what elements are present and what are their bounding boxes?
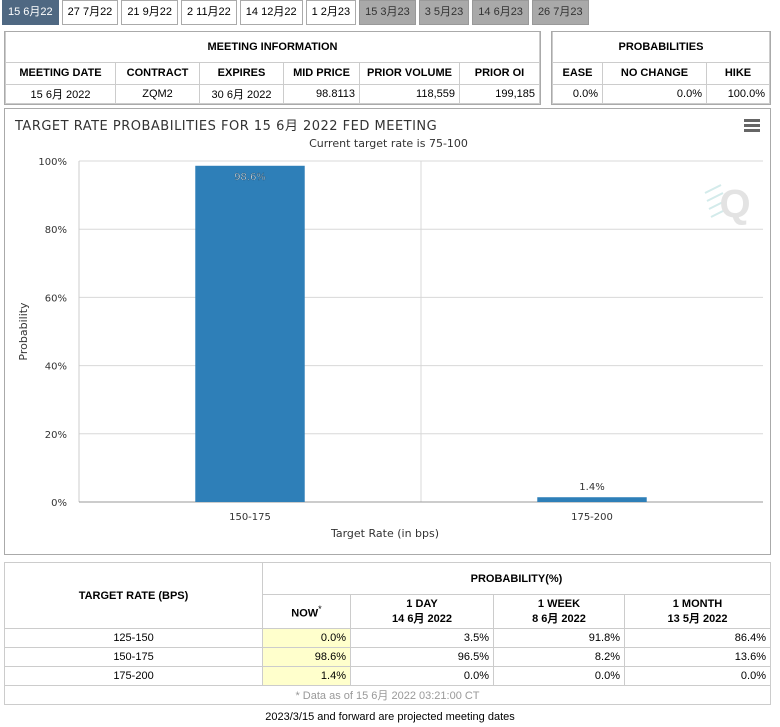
probability-header: PROBABILITY(%) [262,562,771,595]
rate-cell: 150-175 [4,647,263,667]
meeting-info-table: MEETING INFORMATION MEETING DATE CONTRAC… [5,32,540,104]
one-week-label: 1 WEEK [537,597,581,610]
x-tick-label: 150-175 [229,512,271,523]
chart-title: TARGET RATE PROBABILITIES FOR 15 6月 2022… [15,119,438,134]
one-day-header: 1 DAY 14 6月 2022 [350,594,494,629]
y-tick-label: 40% [45,362,67,373]
y-tick-label: 60% [45,293,67,304]
data-label: 1.4% [579,482,604,493]
week-cell: 0.0% [493,666,625,686]
watermark-stroke [708,200,726,210]
month-cell: 13.6% [624,647,771,667]
tab-meeting-0[interactable]: 15 6月22 [2,0,59,25]
day-cell: 96.5% [350,647,494,667]
x-axis-title: Target Rate (in bps) [330,527,439,540]
y-tick-label: 0% [51,498,67,509]
meeting-info-panel: MEETING INFORMATION MEETING DATE CONTRAC… [4,31,541,105]
ease-value: 0.0% [552,83,603,104]
col-expires: EXPIRES [199,61,284,85]
now-cell: 1.4% [262,666,351,686]
table-row: 150-175 98.6% 96.5% 8.2% 13.6% [4,647,771,667]
table-row: 125-150 0.0% 3.5% 91.8% 86.4% [4,628,771,648]
tab-meeting-7[interactable]: 3 5月23 [418,0,470,25]
tab-meeting-2[interactable]: 21 9月22 [121,0,178,25]
prior-oi-value: 199,185 [459,83,540,104]
rate-cell: 125-150 [4,628,263,648]
watermark-letter: Q [719,182,750,226]
tab-meeting-4[interactable]: 14 12月22 [239,0,303,25]
data-label: 98.6% [234,172,266,183]
y-tick-label: 80% [45,225,67,236]
col-hike: HIKE [706,61,770,85]
y-axis-title: Probability [17,302,30,361]
col-prior-volume: PRIOR VOLUME [359,61,460,85]
col-no-change: NO CHANGE [602,61,707,85]
tab-meeting-3[interactable]: 2 11月22 [180,0,237,25]
chart-panel: 0% 20% 40% 60% 80% 100% 98.6% 150-175 1.4% 175-20… [4,108,771,555]
prior-volume-value: 118,559 [359,83,460,104]
watermark-stroke [710,208,728,218]
probabilities-title: PROBABILITIES [552,32,770,63]
chart-menu-icon[interactable] [744,119,760,133]
target-rate-header: TARGET RATE (BPS) [4,562,263,629]
one-month-header: 1 MONTH 13 5月 2022 [624,594,771,629]
probability-history-panel: TARGET RATE (BPS) PROBABILITY(%) NOW* 1 … [4,562,771,705]
now-cell: 0.0% [262,628,351,648]
table-row: 175-200 1.4% 0.0% 0.0% 0.0% [4,666,771,686]
now-label: NOW [291,607,319,620]
probabilities-panel: PROBABILITIES EASE NO CHANGE HIKE 0.0% 0… [551,31,771,105]
y-tick-label: 20% [45,430,67,441]
tab-meeting-6[interactable]: 15 3月23 [359,0,416,25]
rate-cell: 175-200 [4,666,263,686]
meeting-date-value: 15 6月 2022 [5,83,116,104]
one-week-header: 1 WEEK 8 6月 2022 [493,594,625,629]
mid-price-value: 98.8113 [283,83,360,104]
bar-150-175 [195,165,305,503]
col-ease: EASE [552,61,603,85]
month-cell: 0.0% [624,666,771,686]
tab-meeting-1[interactable]: 27 7月22 [61,0,119,25]
month-cell: 86.4% [624,628,771,648]
day-cell: 0.0% [350,666,494,686]
chart-subtitle: Current target rate is 75-100 [309,137,468,150]
now-header: NOW* [262,594,351,629]
tab-meeting-8[interactable]: 14 6月23 [472,0,529,25]
one-month-label: 1 MONTH [672,597,723,610]
data-timestamp-note: * Data as of 15 6月 2022 03:21:00 CT [4,685,771,705]
tab-meeting-5[interactable]: 1 2月23 [305,0,357,25]
one-day-date: 14 6月 2022 [392,612,452,625]
day-cell: 3.5% [350,628,494,648]
one-day-label: 1 DAY [406,597,438,610]
bar-175-200 [537,497,647,502]
probabilities-table: PROBABILITIES EASE NO CHANGE HIKE 0.0% 0… [552,32,770,104]
watermark-stroke [706,192,724,202]
week-cell: 8.2% [493,647,625,667]
meeting-info-title: MEETING INFORMATION [5,32,540,63]
now-cell: 98.6% [262,647,351,667]
probability-history-table: TARGET RATE (BPS) PROBABILITY(%) NOW* 1 … [4,562,771,705]
y-tick-label: 100% [38,157,67,168]
now-marker: * [318,603,322,614]
one-month-date: 13 5月 2022 [667,612,728,625]
probability-chart: 0% 20% 40% 60% 80% 100% 98.6% 150-175 1.4% 175-20… [17,157,763,540]
col-meeting-date: MEETING DATE [5,61,116,85]
col-mid-price: MID PRICE [283,61,360,85]
one-week-date: 8 6月 2022 [532,612,586,625]
col-prior-oi: PRIOR OI [459,61,540,85]
expires-value: 30 6月 2022 [199,83,284,104]
contract-value: ZQM2 [115,83,200,104]
no-change-value: 0.0% [602,83,707,104]
col-contract: CONTRACT [115,61,200,85]
watermark-logo: Q [704,182,751,226]
projection-note: 2023/3/15 and forward are projected meet… [265,711,515,723]
hike-value: 100.0% [706,83,770,104]
x-tick-label: 175-200 [571,512,613,523]
week-cell: 91.8% [493,628,625,648]
watermark-stroke [704,184,722,194]
meeting-tabs: 15 6月22 27 7月22 21 9月22 2 11月22 14 12月22… [2,0,589,26]
tab-meeting-9[interactable]: 26 7月23 [531,0,589,25]
